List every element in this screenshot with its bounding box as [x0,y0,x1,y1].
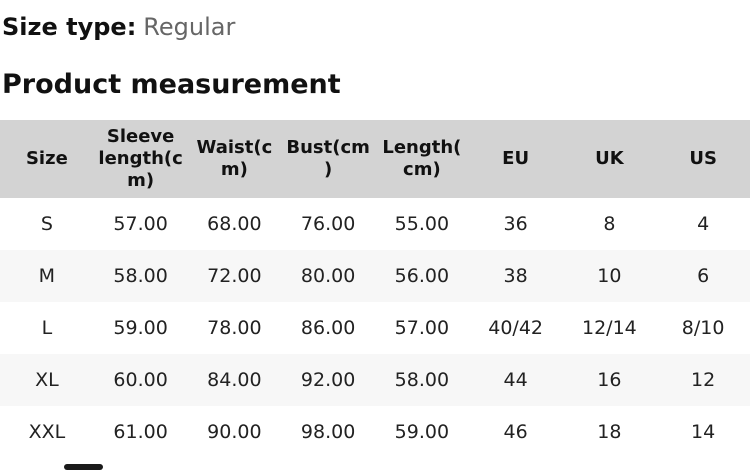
table-row-l: L 59.00 78.00 86.00 57.00 40/42 12/14 8/… [0,302,750,355]
table-cell: 58.00 [375,354,469,407]
table-cell: 59.00 [93,302,188,355]
table-cell: 92.00 [281,354,375,407]
table-cell: 60.00 [93,354,188,407]
table-cell: 76.00 [281,198,375,251]
table-cell: 40/42 [468,302,563,355]
table-row-xl: XL 60.00 84.00 92.00 58.00 44 16 12 [0,354,750,407]
table-cell: 6 [656,250,750,303]
table-cell: 84.00 [187,354,282,407]
table-cell: 55.00 [375,198,469,251]
table-cell: 38 [468,250,563,303]
table-cell: 57.00 [93,198,188,251]
table-cell: M [0,250,94,303]
table-cell: S [0,198,94,251]
table-cell: 18 [562,406,657,459]
table-cell: 90.00 [187,406,282,459]
table-cell: 56.00 [375,250,469,303]
table-cell: 80.00 [281,250,375,303]
table-row-xxl: XXL 61.00 90.00 98.00 59.00 46 18 14 [0,406,750,459]
table-cell: 68.00 [187,198,282,251]
table-cell: 57.00 [375,302,469,355]
section-title: Product measurement [2,68,341,100]
col-header-uk: UK [562,120,657,199]
table-cell: 44 [468,354,563,407]
size-type-value: Regular [143,13,236,41]
table-cell: 59.00 [375,406,469,459]
size-type-line: Size type: Regular [2,13,750,42]
col-header-waist: Waist(cm) [187,120,282,199]
table-cell: 61.00 [93,406,188,459]
col-header-us: US [656,120,750,199]
table-cell: 78.00 [187,302,282,355]
table-cell: 36 [468,198,563,251]
table-cell: 12 [656,354,750,407]
table-cell: XL [0,354,94,407]
table-cell: 4 [656,198,750,251]
horizontal-scrollbar-thumb[interactable] [64,464,103,470]
size-type-label: Size type: [2,13,137,41]
table-cell: 8 [562,198,657,251]
table-row-s: S 57.00 68.00 76.00 55.00 36 8 4 [0,198,750,251]
product-measurement-table: Size Sleeve length(cm) Waist(cm) Bust(cm… [0,120,750,459]
table-cell: 14 [656,406,750,459]
table-header: Size Sleeve length(cm) Waist(cm) Bust(cm… [0,120,750,199]
col-header-sleeve-length: Sleeve length(cm) [93,120,188,199]
table-row-m: M 58.00 72.00 80.00 56.00 38 10 6 [0,250,750,303]
table-header-row: Size Sleeve length(cm) Waist(cm) Bust(cm… [0,120,750,199]
table-cell: L [0,302,94,355]
table-cell: 12/14 [562,302,657,355]
table-cell: XXL [0,406,94,459]
table-cell: 46 [468,406,563,459]
table-cell: 58.00 [93,250,188,303]
table-cell: 86.00 [281,302,375,355]
col-header-size: Size [0,120,94,199]
col-header-eu: EU [468,120,563,199]
col-header-length: Length(cm) [375,120,469,199]
table-cell: 16 [562,354,657,407]
table-cell: 98.00 [281,406,375,459]
table-cell: 10 [562,250,657,303]
col-header-bust: Bust(cm) [281,120,375,199]
table-cell: 72.00 [187,250,282,303]
table-cell: 8/10 [656,302,750,355]
